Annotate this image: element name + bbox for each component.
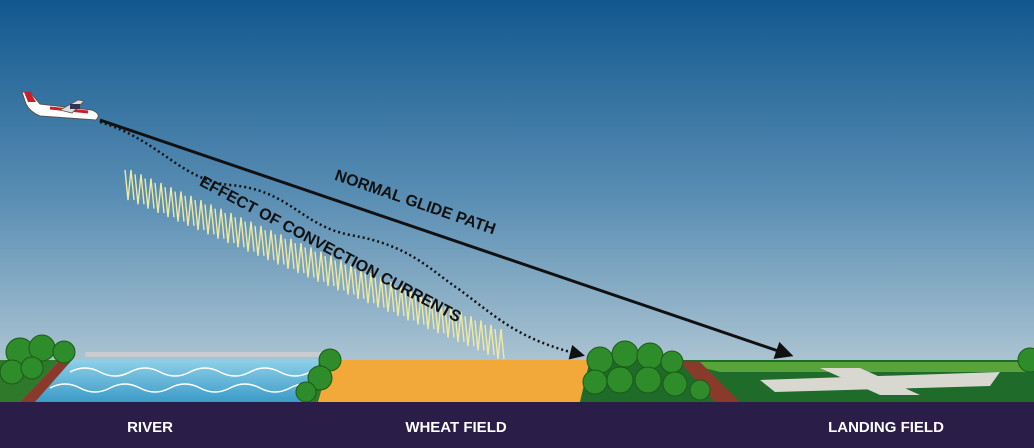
- wheat-field: [318, 360, 590, 402]
- ground-label: WHEAT FIELD: [405, 419, 507, 436]
- bridge: [85, 352, 325, 357]
- ground-label: RIVER: [127, 419, 173, 436]
- ground-label: LANDING FIELD: [828, 419, 944, 436]
- diagram: RIVER WHEAT FIELD LANDING FIELD NORMAL G…: [0, 0, 1034, 448]
